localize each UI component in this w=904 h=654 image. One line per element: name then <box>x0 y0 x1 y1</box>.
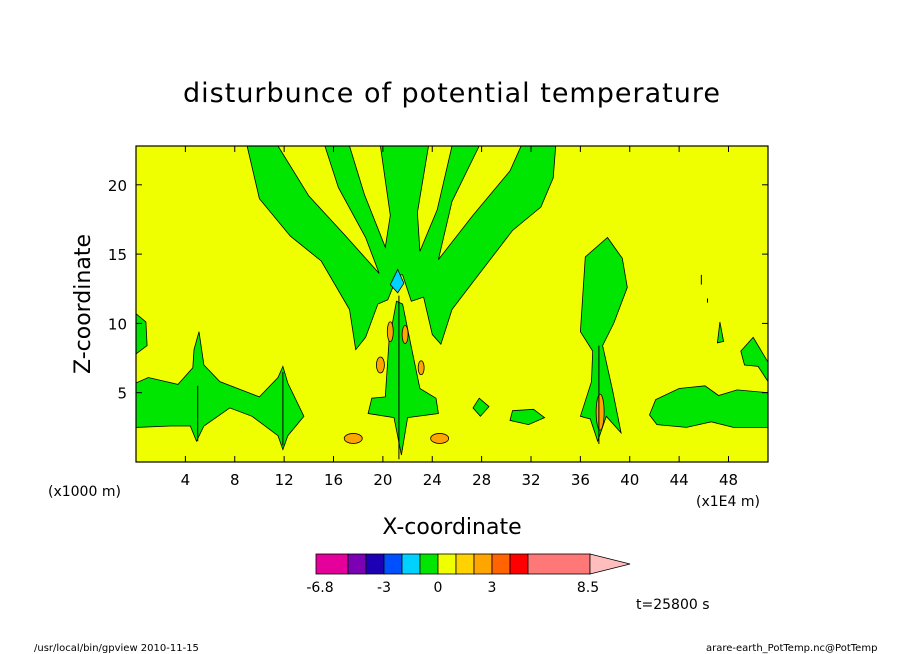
x-tick-label: 44 <box>670 471 689 489</box>
x-tick-label: 16 <box>324 471 343 489</box>
x-ticks: 4 8 12 16 20 24 28 32 36 40 44 48 <box>181 146 738 489</box>
colorbar-segment <box>419 553 439 575</box>
contour-region-tall-column <box>579 236 628 443</box>
x-axis-label: X-coordinate <box>382 515 521 540</box>
y-tick-label: 20 <box>108 177 127 195</box>
y-ticks: 5 10 15 20 <box>108 177 768 403</box>
colorbar-segment <box>437 553 457 575</box>
x-tick-label: 4 <box>181 471 191 489</box>
x-tick-label: 28 <box>472 471 491 489</box>
colorbar-extend-arrow <box>589 553 631 575</box>
contour-region-orange-blob <box>595 393 605 431</box>
x-tick-label: 48 <box>719 471 738 489</box>
colorbar-tick-label: 0 <box>434 580 443 596</box>
contour-region-orange-blob <box>430 433 450 444</box>
colorbar <box>315 553 631 575</box>
x-unit-right: (x1E4 m) <box>696 494 760 510</box>
colorbar-segment <box>365 553 385 575</box>
x-unit-left: (x1000 m) <box>48 484 121 500</box>
contour-region-orange-blob <box>343 433 363 444</box>
x-tick-label: 12 <box>275 471 294 489</box>
colorbar-segment <box>383 553 403 575</box>
x-tick-label: 8 <box>230 471 240 489</box>
contour-region-small <box>509 408 546 426</box>
contour-region-orange-blob <box>386 321 394 343</box>
time-label: t=25800 s <box>636 597 710 613</box>
colorbar-segment <box>509 553 529 575</box>
contour-region-orange-blob <box>401 325 409 344</box>
x-tick-label: 36 <box>571 471 590 489</box>
colorbar-tick-label: -6.8 <box>306 580 333 596</box>
contour-region-cyan <box>389 268 405 294</box>
contour-region-orange-blob <box>417 360 425 376</box>
contour-region-small <box>472 397 490 417</box>
colorbar-segment <box>473 553 493 575</box>
plot-frame <box>135 145 769 463</box>
colorbar-tick-label: 8.5 <box>577 580 599 596</box>
colorbar-segment <box>455 553 475 575</box>
x-tick-label: 32 <box>521 471 540 489</box>
y-tick-label: 10 <box>108 315 127 333</box>
chart-title: disturbunce of potential temperature <box>183 78 721 109</box>
contour-regions <box>135 145 769 460</box>
y-axis-label: Z-coordinate <box>71 234 96 374</box>
colorbar-tick-labels: -6.8 -3 0 3 8.5 <box>306 580 599 596</box>
colorbar-segment <box>401 553 421 575</box>
footer-right: arare-earth_PotTemp.nc@PotTemp <box>706 643 877 654</box>
x-tick-label: 40 <box>620 471 639 489</box>
contour-region-orange-blob <box>376 356 385 374</box>
x-tick-label: 20 <box>373 471 392 489</box>
footer-left: /usr/local/bin/gpview 2010-11-15 <box>34 643 199 654</box>
contour-region-left-hills <box>135 331 305 451</box>
y-tick-label: 15 <box>108 246 127 264</box>
colorbar-segment <box>491 553 511 575</box>
colorbar-tick-label: 3 <box>488 580 497 596</box>
x-tick-label: 24 <box>423 471 442 489</box>
contour-region-small <box>716 321 725 344</box>
colorbar-segment <box>315 553 349 575</box>
contour-gap <box>277 145 380 274</box>
colorbar-segment <box>527 553 591 575</box>
colorbar-tick-label: -3 <box>377 580 391 596</box>
colorbar-segment <box>347 553 367 575</box>
y-tick-label: 5 <box>117 385 127 403</box>
